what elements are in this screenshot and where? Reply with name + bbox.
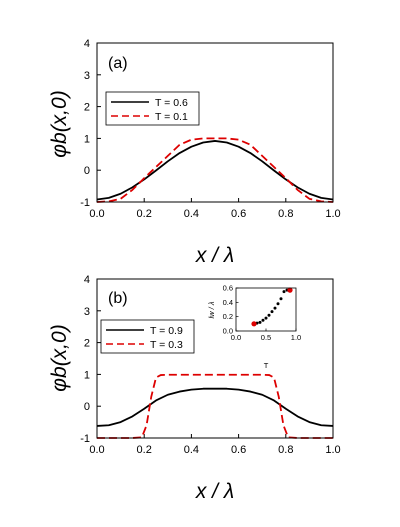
- panel-b-legend-box: [100, 319, 195, 354]
- series-line-dashed: [96, 137, 334, 203]
- y-tick-label: 4: [84, 274, 90, 286]
- panel-b: 0.0 0.2 0.4 0.6 0.8 1.0 -1 0 1 2 3 4 (b) T = 0.9 T …: [48, 274, 341, 503]
- panel-b-frame: [96, 278, 334, 439]
- inset-frame: [235, 287, 297, 332]
- x-tick-label: 0.2: [137, 444, 152, 456]
- y-tick-label: 4: [84, 38, 90, 50]
- panel-a-legend: T = 0.6 T = 0.1: [105, 91, 200, 126]
- legend-label-series-2: T = 0.3: [150, 339, 183, 351]
- inset-data-point: [282, 290, 286, 294]
- series-line-dashed: [97, 373, 333, 439]
- inset-highlight-point: [287, 287, 293, 293]
- inset-x-tick-label: 0.0: [231, 333, 241, 342]
- panel-b-xlabel: x / λ: [195, 480, 234, 503]
- inset-y-tick-label: 0.6: [223, 284, 233, 293]
- inset-ylabel: lw / λ: [207, 301, 216, 318]
- panel-a: 0.0 0.2 0.4 0.6 0.8 1.0 -1 0 1 2 3 4 (a) T = 0.6 T …: [48, 38, 341, 267]
- x-tick-label: 1.0: [325, 444, 340, 456]
- legend-label-series-1: T = 0.6: [155, 97, 188, 109]
- panel-b-legend: T = 0.9 T = 0.3: [100, 319, 195, 354]
- panel-a-curves: [96, 137, 334, 203]
- legend-label-series-2: T = 0.1: [155, 111, 188, 123]
- inset-highlight-point: [251, 321, 257, 327]
- x-tick-label: 0.8: [278, 444, 293, 456]
- y-tick-label: 2: [84, 102, 90, 114]
- inset-y-tick-label: 0.0: [223, 327, 233, 336]
- inset-data-point: [267, 313, 271, 317]
- y-tick-label: 3: [84, 306, 90, 318]
- panel-b-label: (b): [108, 290, 128, 307]
- panel-a-ylabel: φb(x,0): [48, 90, 71, 157]
- x-tick-label: 0.6: [231, 444, 246, 456]
- y-tick-label: 0: [84, 401, 90, 413]
- inset-xlabel: T: [264, 361, 269, 370]
- inset-ticks: 0.0 0.5 1.0 0.0 0.2 0.4 0.6: [223, 284, 302, 343]
- panel-b-curves: [96, 373, 334, 439]
- panel-a-label: (a): [108, 55, 128, 72]
- x-tick-label: 0.0: [89, 444, 104, 456]
- panel-b-ticks: 0.0 0.2 0.4 0.6 0.8 1.0 -1 0 1 2 3 4: [80, 274, 340, 456]
- inset-data-point: [261, 318, 265, 322]
- x-tick-label: 0.8: [278, 208, 293, 220]
- legend-label-series-1: T = 0.9: [150, 325, 183, 337]
- x-tick-label: 0.0: [89, 208, 104, 220]
- y-tick-label: -1: [80, 197, 90, 209]
- y-tick-label: 2: [84, 338, 90, 350]
- y-tick-label: 0: [84, 165, 90, 177]
- panel-b-inset: 0.0 0.5 1.0 0.0 0.2 0.4 0.6 T lw / λ: [207, 284, 301, 371]
- y-tick-label: -1: [80, 433, 90, 445]
- inset-x-tick-label: 1.0: [291, 333, 301, 342]
- y-tick-label: 1: [84, 369, 90, 381]
- inset-data-point: [273, 306, 277, 310]
- x-tick-label: 1.0: [325, 208, 340, 220]
- inset-data-point: [279, 297, 283, 301]
- series-line-solid: [96, 140, 334, 201]
- panel-a-xlabel: x / λ: [195, 244, 234, 267]
- inset-data-point: [276, 302, 280, 306]
- y-tick-label: 3: [84, 70, 90, 82]
- inset-data-point: [270, 310, 274, 314]
- inset-x-tick-label: 0.5: [261, 333, 271, 342]
- inset-points: [251, 287, 293, 327]
- x-tick-label: 0.4: [184, 444, 199, 456]
- inset-data-point: [264, 316, 268, 320]
- panel-a-legend-box: [105, 91, 200, 126]
- panel-b-ylabel: φb(x,0): [48, 324, 71, 391]
- series-line-solid: [96, 387, 334, 427]
- panel-a-frame: [96, 42, 334, 203]
- x-tick-label: 0.2: [137, 208, 152, 220]
- x-tick-label: 0.4: [184, 208, 199, 220]
- inset-y-tick-label: 0.4: [223, 298, 233, 307]
- x-tick-label: 0.6: [231, 208, 246, 220]
- inset-y-tick-label: 0.2: [223, 312, 233, 321]
- inset-data-point: [258, 320, 262, 324]
- y-tick-label: 1: [84, 133, 90, 145]
